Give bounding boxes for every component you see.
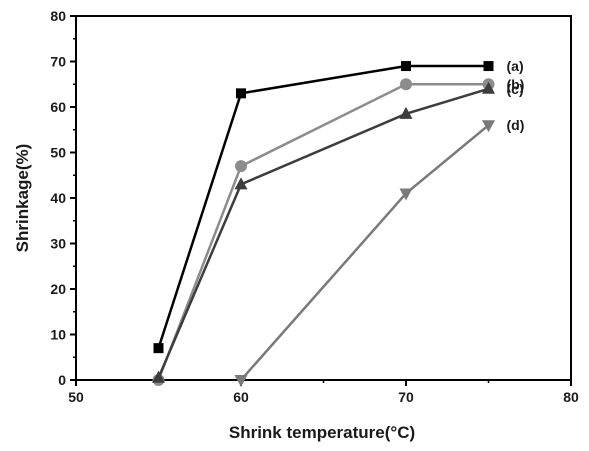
series-line [157,87,489,379]
data-point [399,106,413,119]
data-point [483,61,494,72]
data-point [482,120,495,133]
series-label-2: (b) [507,76,525,92]
data-point [234,177,248,190]
data-point [152,370,165,383]
series-4 [234,120,495,387]
data-point [401,61,411,72]
series-line [157,64,489,349]
y-tick-label: 50 [50,145,66,161]
data-point [236,88,246,99]
data-point [399,188,413,201]
y-tick-label: 0 [58,372,66,388]
series-2 [152,78,495,386]
x-axis-title: Shrink temperature(°C) [229,423,415,442]
series-layer [152,61,495,387]
y-tick-label: 20 [50,281,66,297]
series-1 [153,61,494,354]
x-tick-label: 60 [233,389,249,405]
x-tick-label: 70 [398,389,414,405]
axes: 50 60 70 80 0 10 20 30 40 50 60 70 80 [50,8,579,405]
y-tick-label: 60 [50,99,66,115]
data-point [234,375,248,387]
data-point [235,160,247,173]
data-point [482,81,495,94]
y-tick-label: 10 [50,327,66,343]
y-tick-label: 70 [50,54,66,70]
data-point [153,343,164,354]
series-label-1: (a) [507,58,524,74]
series-labels: (a) (b)(c) (d) [507,58,525,133]
series-label-4: (d) [507,117,525,133]
data-point [400,78,412,91]
y-axis-title: Shrinkage(%) [13,144,32,253]
series-label-3: (c) [507,81,524,97]
series-line [157,83,489,381]
y-tick-label: 40 [50,190,66,206]
series-3 [152,81,495,383]
x-tick-label: 50 [68,389,84,405]
plot-frame [75,15,572,381]
x-tick-label: 80 [563,389,579,405]
y-tick-label: 80 [50,8,66,24]
y-tick-label: 30 [50,236,66,252]
series-line [240,124,490,381]
